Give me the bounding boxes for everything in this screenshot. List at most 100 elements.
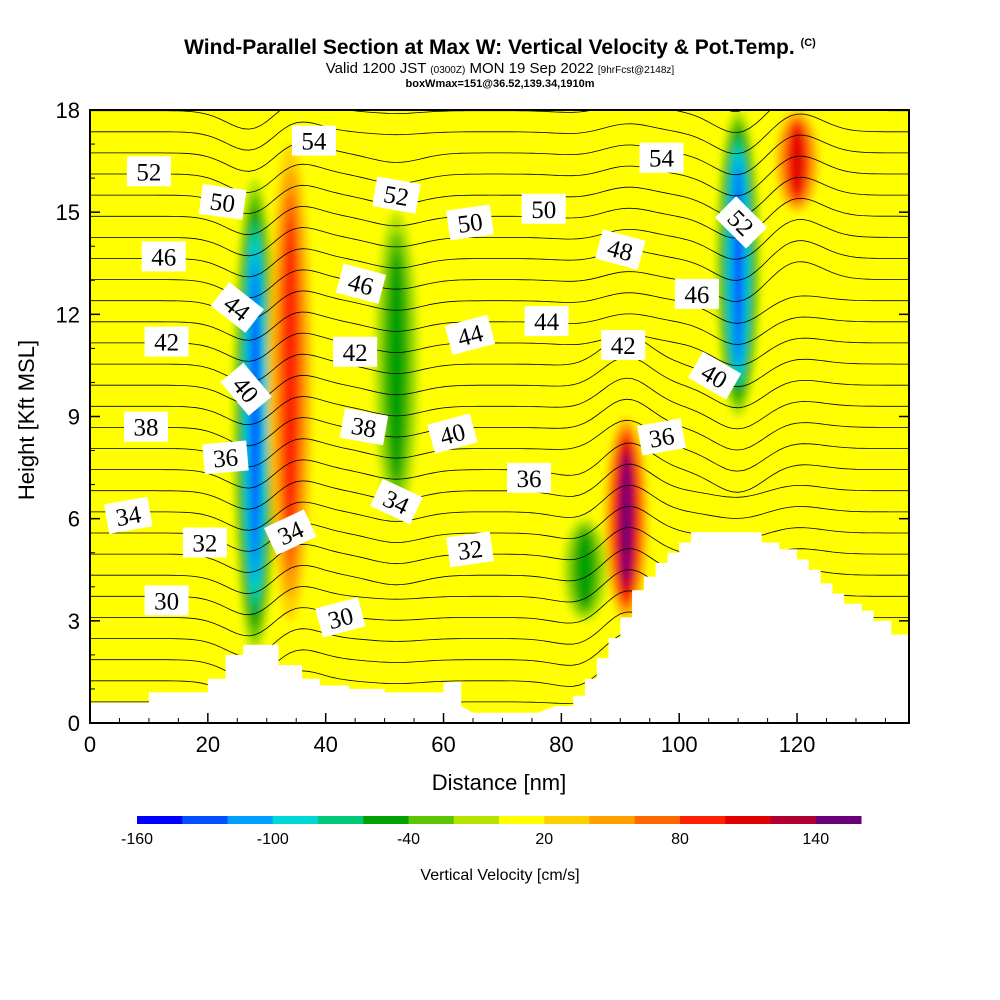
colorbar-swatch <box>182 816 228 824</box>
contour-label-bg <box>144 326 189 357</box>
contour-label-20: 50 <box>521 193 566 224</box>
contour-label-17: 34 <box>264 509 317 556</box>
colorbar-swatch <box>680 816 726 824</box>
contour-label-7: 36 <box>202 440 249 475</box>
copyright-mark: (C) <box>800 37 816 49</box>
contour-label-bg <box>333 336 378 367</box>
x-tick-label: 0 <box>84 732 96 757</box>
forecast-info-text: [9hrFcst@2148z] <box>597 65 675 76</box>
colorbar-tick-label: -100 <box>257 831 289 848</box>
contour-label-19: 50 <box>446 204 494 241</box>
x-tick-label: 120 <box>779 732 816 757</box>
x-tick-label: 40 <box>313 732 337 757</box>
contour-label-bg <box>126 156 171 187</box>
contour-label-text: 36 <box>647 423 676 454</box>
colorbar-swatch <box>408 816 455 824</box>
x-axis-label: Distance [nm] <box>432 770 567 795</box>
contour-label-bg <box>674 278 719 309</box>
contour-label-text: 30 <box>154 588 179 615</box>
theta-contour-58 <box>725 110 745 112</box>
theta-contour-40 <box>90 442 909 493</box>
contour-label-bg <box>144 585 189 616</box>
contour-label-bg <box>124 411 168 442</box>
x-tick-label: 100 <box>661 732 698 757</box>
contour-label-bg <box>601 330 646 360</box>
contour-label-bg <box>595 229 646 270</box>
contour-label-15: 38 <box>339 408 389 446</box>
colorbar-tick-label: 20 <box>535 831 553 848</box>
colorbar-swatch <box>589 816 636 824</box>
contour-label-bg <box>688 351 742 400</box>
w-cell-0-6 <box>250 263 260 570</box>
theta-contour-44 <box>90 356 909 409</box>
colorbar-swatch <box>544 816 590 824</box>
w-cell-5-6 <box>733 165 743 362</box>
contour-label-bg <box>210 282 264 333</box>
x-axis: 0 20 40 60 80 100 120 <box>84 713 886 757</box>
colorbar-swatch <box>453 816 500 824</box>
contour-label-text: 52 <box>136 159 161 186</box>
contour-label-0: 52 <box>126 156 171 187</box>
contour-label-bg <box>637 418 686 456</box>
contour-label-21: 44 <box>444 314 496 355</box>
contour-label-bg <box>446 204 494 241</box>
contour-label-bg <box>524 306 569 337</box>
theta-contour-55 <box>90 134 909 176</box>
contour-label-bg <box>315 597 366 638</box>
valid-time-line: Valid 1200 JST (0300Z) MON 19 Sep 2022 [… <box>0 60 1000 77</box>
chart-title-text: Wind-Parallel Section at Max W: Vertical… <box>184 36 795 59</box>
contour-label-text: 50 <box>208 188 237 218</box>
contour-label-bg <box>182 527 227 558</box>
contour-label-4: 42 <box>144 326 189 357</box>
contour-label-27: 48 <box>595 229 646 270</box>
contour-label-bg <box>444 314 496 355</box>
contour-label-text: 42 <box>343 340 368 367</box>
theta-contour-56 <box>90 113 909 155</box>
contour-label-bg <box>339 408 389 446</box>
plot-area: 5250464442403836343230545246423834343050… <box>90 110 909 723</box>
valid-time-text: Valid 1200 JST <box>325 60 427 77</box>
theta-contour-47 <box>90 311 909 345</box>
contour-label-text: 50 <box>531 197 556 224</box>
contour-label-text: 42 <box>154 330 179 357</box>
colorbar-swatch <box>227 816 274 824</box>
w-cell-4-2 <box>575 531 595 608</box>
colorbar-title: Vertical Velocity [cm/s] <box>420 867 579 884</box>
contour-label-bg <box>714 196 768 249</box>
contour-label-text: 42 <box>611 333 636 360</box>
contour-label-11: 54 <box>291 125 336 156</box>
y-tick-label: 18 <box>56 98 80 123</box>
contour-label-bg <box>264 509 317 556</box>
contour-label-1: 50 <box>198 183 247 220</box>
x-tick-label: 20 <box>196 732 220 757</box>
y-tick-label: 6 <box>68 507 80 532</box>
theta-contour-38 <box>90 484 909 531</box>
x-tick-label: 60 <box>431 732 455 757</box>
contour-label-text: 38 <box>134 415 159 442</box>
contour-label-22: 44 <box>524 306 569 337</box>
contour-label-bg <box>291 125 336 156</box>
y-tick-label: 9 <box>68 405 80 430</box>
contour-label-bg <box>202 440 249 475</box>
theta-contour-51 <box>90 219 909 260</box>
contour-label-bg <box>335 263 387 304</box>
theta-contour-43 <box>90 377 909 430</box>
theta-contour-labels: 5250464442403836343230545246423834343050… <box>104 125 768 638</box>
colorbar-tick-label: 140 <box>802 831 829 848</box>
w-cell-3-6 <box>621 453 631 585</box>
contour-label-bg <box>639 142 684 173</box>
colorbar-swatch <box>363 816 409 824</box>
colorbar-tick-label: 80 <box>671 831 689 848</box>
contour-label-text: 52 <box>381 181 410 212</box>
contour-label-29: 36 <box>637 418 686 456</box>
contour-label-text: 32 <box>192 531 217 558</box>
contour-label-text: 34 <box>114 501 144 532</box>
contour-label-12: 52 <box>372 176 421 214</box>
contour-label-6: 38 <box>124 411 168 442</box>
contour-label-9: 32 <box>182 527 227 558</box>
contour-label-bg <box>198 183 247 220</box>
contour-label-text: 36 <box>212 444 239 473</box>
theta-contour-46 <box>90 332 909 367</box>
contour-label-bg <box>446 531 494 568</box>
